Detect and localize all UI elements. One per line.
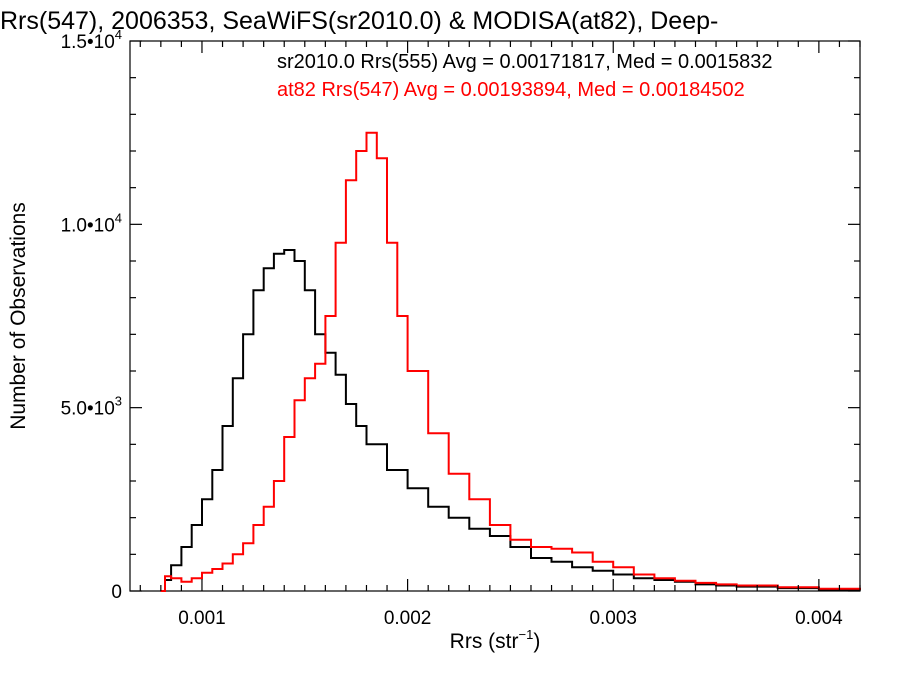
legend-entry-sr2010: sr2010.0 Rrs(555) Avg = 0.00171817, Med … [277, 51, 773, 73]
x-axis-label-main: Rrs (str [450, 630, 519, 653]
y-tick-label-exponent: 4 [115, 27, 122, 42]
y-tick-label-mantissa: 5.0•10 [61, 399, 115, 420]
axis-tick-labels: 0.001 0.002 0.003 0.00405.0•1031.0•1041.5•1… [61, 27, 844, 629]
plot-frame [129, 40, 861, 592]
legend-entry-at82: at82 Rrs(547) Avg = 0.00193894, Med = 0.… [277, 79, 745, 101]
y-tick-label: 0 [111, 582, 122, 603]
x-tick-label: 0.004 [795, 608, 843, 629]
x-axis-label-exponent: −1 [519, 627, 534, 642]
series-line-1 [160, 131, 861, 592]
axis-ticks [130, 40, 861, 592]
x-tick-label: 0.003 [589, 608, 637, 629]
x-axis-label: Rrs (str−1) [450, 627, 541, 653]
y-tick-label-mantissa: 1.0•10 [61, 215, 115, 236]
y-tick-label: 1.0•104 [61, 210, 122, 236]
plot-area [160, 131, 861, 592]
y-tick-label-mantissa: 0 [111, 582, 122, 603]
series-line-0 [160, 249, 861, 592]
y-tick-label: 5.0•103 [61, 394, 122, 420]
x-tick-label: 0.001 [178, 608, 226, 629]
y-tick-label-exponent: 4 [115, 210, 122, 225]
y-tick-label: 1.5•104 [61, 27, 122, 53]
x-axis-label-close: ) [533, 630, 540, 653]
y-tick-label-exponent: 3 [115, 394, 122, 409]
x-tick-label: 0.002 [384, 608, 432, 629]
chart-title: Rrs(547), 2006353, SeaWiFS(sr2010.0) & M… [0, 7, 718, 35]
y-tick-label-mantissa: 1.5•10 [61, 32, 115, 53]
y-axis-label: Number of Observations [7, 202, 30, 430]
